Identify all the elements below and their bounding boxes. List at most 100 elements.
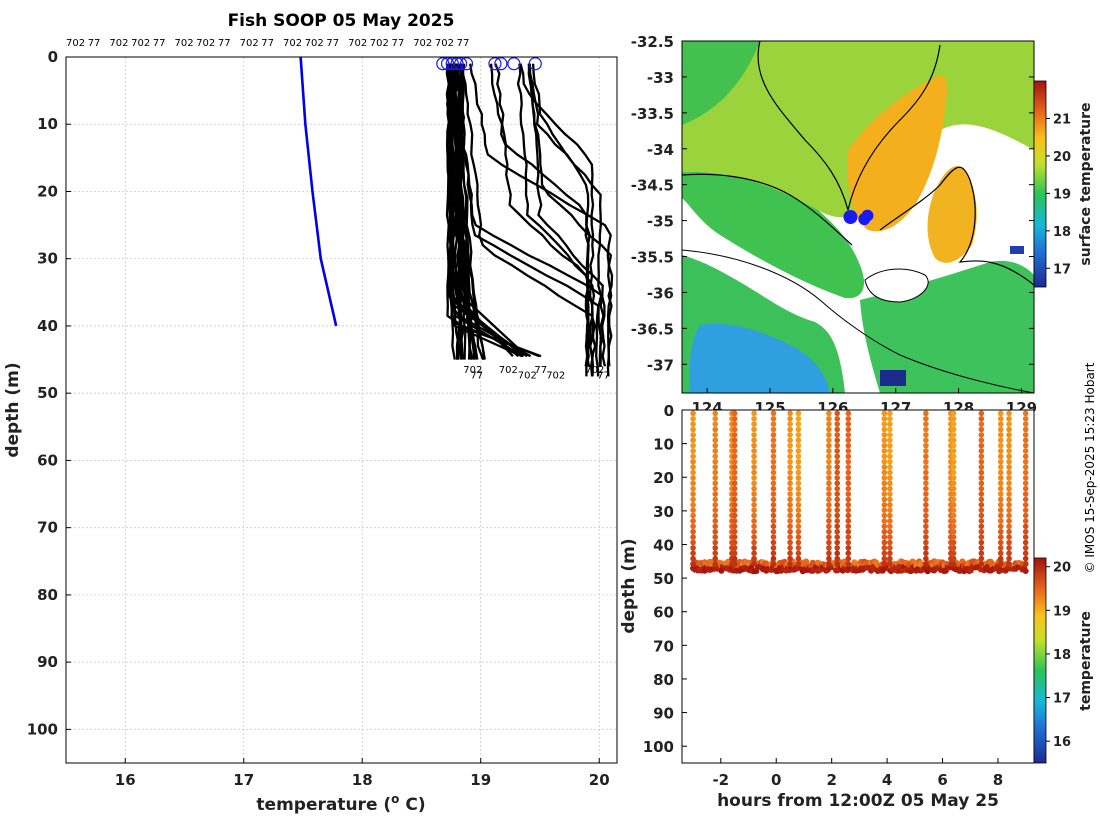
section-point — [950, 442, 957, 449]
section-point — [978, 415, 985, 422]
section-point — [690, 437, 696, 444]
section-point — [978, 448, 985, 454]
section-point — [978, 507, 985, 513]
section-point — [795, 485, 802, 492]
section-point — [950, 512, 957, 519]
temperature-colorbar-label: temperature — [1078, 611, 1094, 711]
section-point — [787, 464, 793, 470]
section-point — [881, 448, 888, 454]
section-point — [826, 518, 832, 524]
section-point — [770, 555, 777, 562]
section-point — [770, 550, 777, 557]
section-point — [770, 512, 777, 519]
section-point — [690, 528, 696, 535]
section-point — [795, 555, 802, 562]
bottom-cast-label: 77 — [470, 370, 483, 381]
section-point — [923, 528, 929, 535]
section-point — [997, 485, 1004, 492]
section-point — [731, 502, 738, 508]
section-point — [751, 528, 757, 535]
section-point — [712, 480, 719, 487]
section-point — [1006, 458, 1012, 465]
section-point — [751, 475, 757, 481]
section-point — [1006, 410, 1012, 417]
section-point — [978, 528, 985, 535]
section-point — [1022, 475, 1029, 481]
section-point — [1006, 545, 1012, 551]
section-point — [1022, 507, 1029, 513]
section-point — [881, 480, 888, 487]
section-point — [751, 458, 757, 465]
section-point — [950, 555, 957, 562]
section-y-tick-label: 60 — [653, 604, 674, 622]
section-point — [795, 518, 802, 524]
section-point — [887, 475, 893, 481]
section-point — [845, 458, 852, 465]
section-point — [731, 458, 738, 465]
section-point — [751, 421, 757, 427]
section-point — [751, 561, 757, 567]
section-point — [834, 442, 841, 449]
section-point — [1022, 421, 1029, 427]
section-y-tick-label: 80 — [653, 671, 674, 689]
section-point — [712, 539, 719, 546]
section-point — [887, 518, 893, 524]
section-point — [690, 442, 696, 449]
section-point — [978, 464, 985, 470]
section-point — [731, 410, 738, 417]
section-point — [770, 485, 777, 492]
section-point — [997, 518, 1004, 524]
section-point — [1006, 469, 1012, 476]
section-point — [795, 523, 802, 530]
section-point — [751, 469, 757, 476]
section-point — [770, 502, 777, 508]
section-point — [826, 502, 832, 508]
section-point — [795, 437, 802, 444]
section-point — [1006, 464, 1012, 470]
section-point — [997, 448, 1004, 454]
section-point — [950, 561, 957, 567]
colorbar-tick-label: 20 — [1053, 150, 1071, 165]
section-point — [826, 528, 832, 535]
section-point — [712, 421, 719, 427]
section-point — [731, 539, 738, 546]
x-tick-label: 19 — [470, 771, 491, 789]
section-point — [826, 534, 832, 540]
section-point — [787, 550, 793, 557]
section-casts — [690, 410, 1029, 575]
section-point — [1006, 448, 1012, 454]
section-point — [826, 491, 832, 497]
section-point — [845, 464, 852, 470]
section-point — [1022, 442, 1029, 449]
section-point — [826, 469, 832, 476]
section-point — [770, 448, 777, 454]
section-point — [845, 480, 852, 487]
section-point — [950, 539, 957, 546]
section-point — [978, 437, 985, 444]
section-point — [690, 464, 696, 470]
section-point — [997, 432, 1004, 438]
section-point — [950, 415, 957, 422]
section-point — [787, 480, 793, 487]
section-point — [1006, 442, 1012, 449]
section-point — [887, 458, 893, 465]
section-point — [826, 555, 832, 562]
section-point — [1022, 485, 1029, 492]
section-point — [712, 415, 719, 422]
section-point — [887, 528, 893, 535]
section-point — [834, 458, 841, 465]
section-point — [923, 475, 929, 481]
coastline-spencer-gulf — [757, 41, 941, 211]
kangaroo-island — [864, 268, 929, 303]
section-point — [1006, 518, 1012, 524]
section-point — [826, 539, 832, 546]
section-point — [751, 442, 757, 449]
section-point — [826, 480, 832, 487]
section-point — [978, 512, 985, 519]
section-point — [834, 550, 841, 557]
section-point — [887, 469, 893, 476]
section-point — [787, 426, 793, 433]
section-point — [845, 415, 852, 422]
section-point — [1022, 523, 1029, 530]
